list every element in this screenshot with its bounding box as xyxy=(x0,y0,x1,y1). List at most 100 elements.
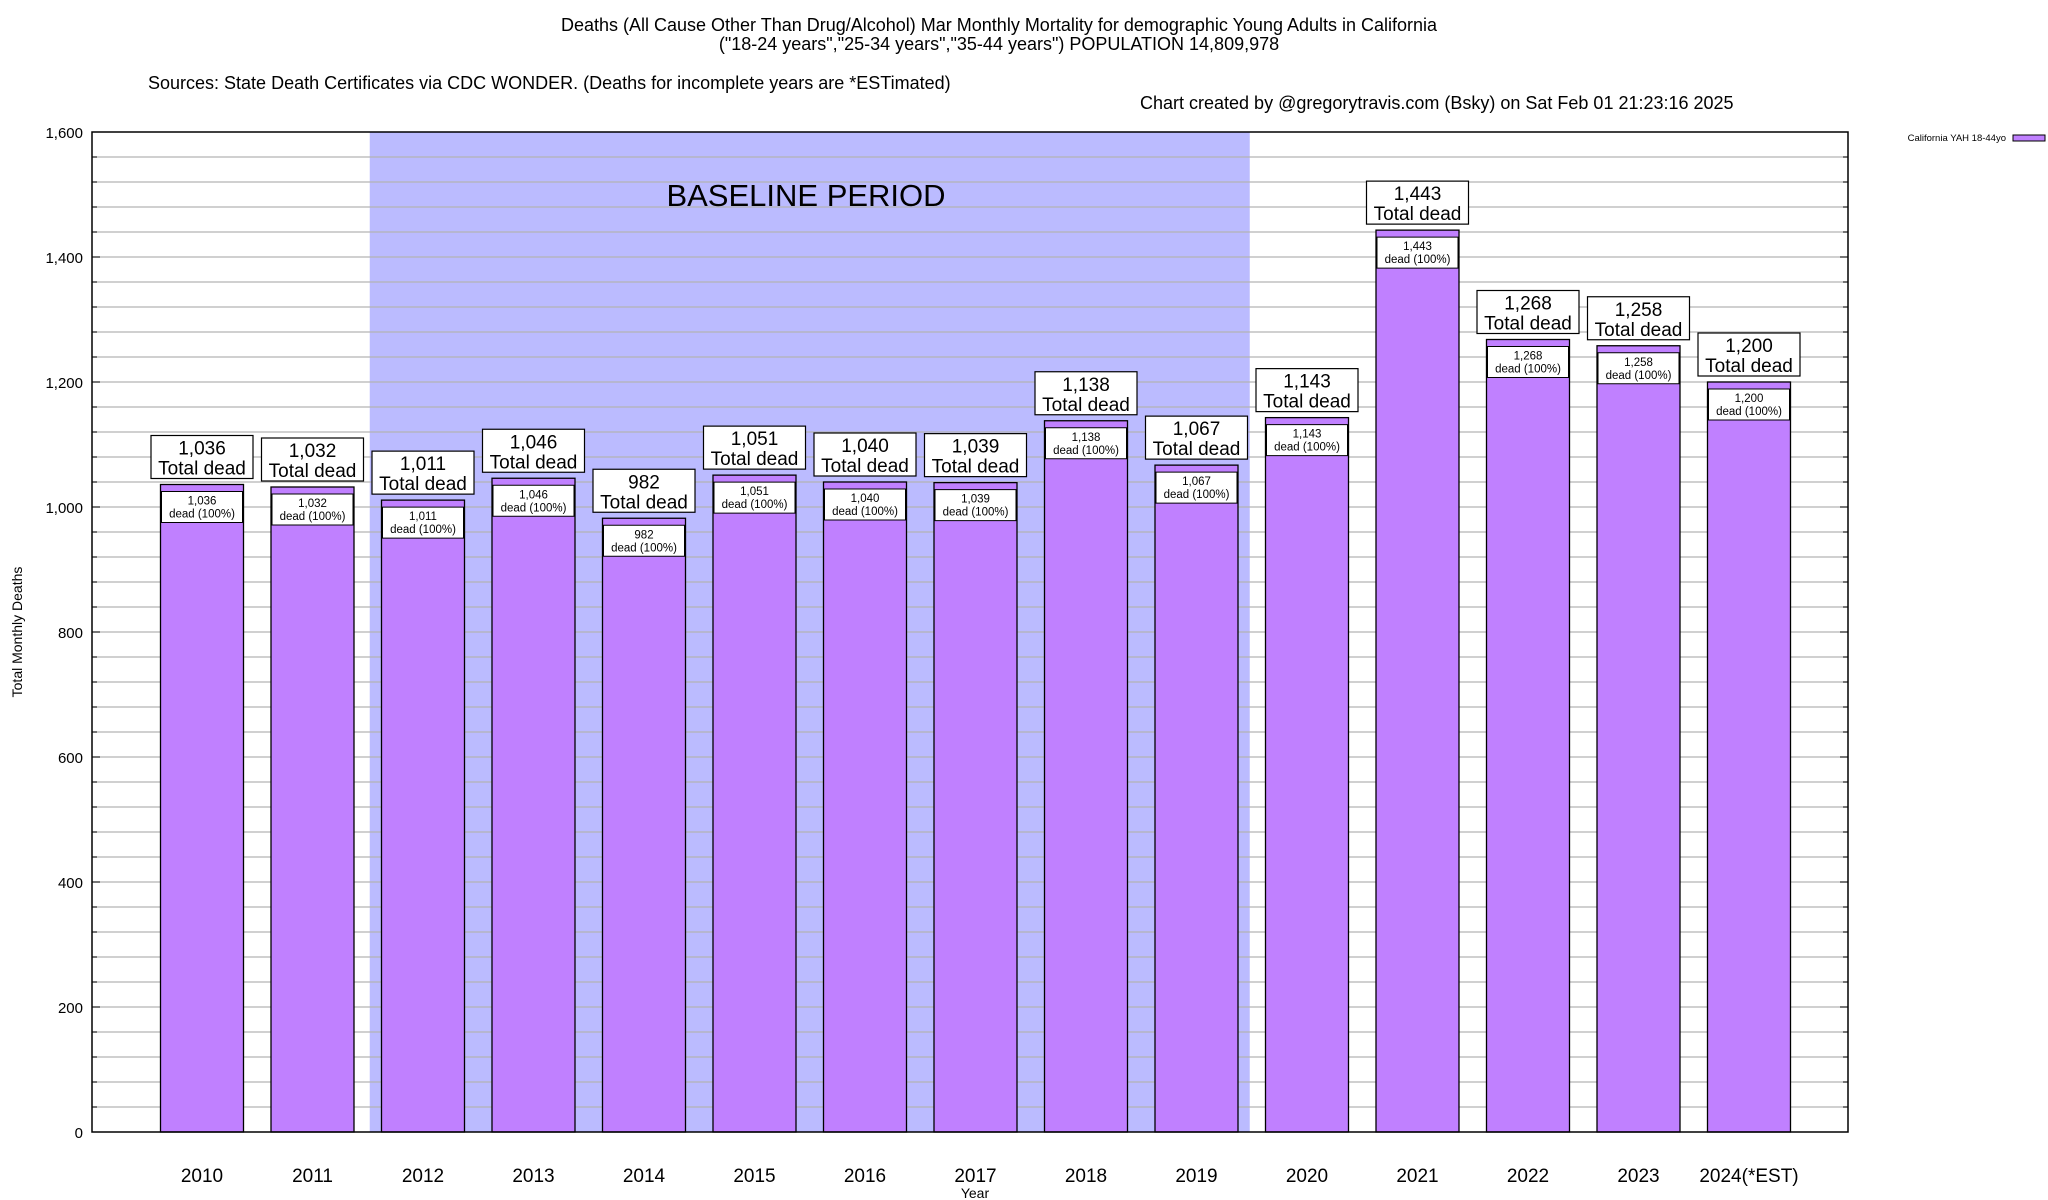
bar-inner-label-box xyxy=(1045,427,1127,460)
bar-total-text-label: Total dead xyxy=(269,461,357,482)
bar-total-text-label: Total dead xyxy=(1705,356,1793,377)
bar-inner-value-label: 1,138 xyxy=(1072,432,1101,444)
bar-inner-label-box xyxy=(603,524,685,557)
bar xyxy=(159,483,245,1133)
bar-total-label-box xyxy=(371,450,475,495)
bar-inner-percent-label: dead (100%) xyxy=(943,507,1009,519)
x-tick-label: 2023 xyxy=(1617,1166,1659,1187)
bar-total-value-label: 1,067 xyxy=(1173,419,1221,440)
x-tick-label: 2015 xyxy=(733,1166,775,1187)
bar-total-label-box xyxy=(1144,415,1249,460)
bar xyxy=(1043,420,1129,1133)
x-tick-label: 2011 xyxy=(292,1166,333,1187)
bar-total-value-label: 1,138 xyxy=(1062,375,1110,396)
bar-total-text-label: Total dead xyxy=(379,474,467,495)
bar-total-label-box xyxy=(1697,332,1801,377)
y-tick-label: 1,200 xyxy=(45,375,83,392)
bar-inner-percent-label: dead (100%) xyxy=(1606,370,1672,382)
bar-total-text-label: Total dead xyxy=(1484,314,1572,335)
bar-inner-value-label: 1,258 xyxy=(1624,357,1653,369)
bar-inner-value-label: 1,046 xyxy=(519,489,548,501)
bar-inner-value-label: 1,051 xyxy=(740,486,769,498)
bar-inner-value-label: 1,036 xyxy=(188,496,217,508)
bar-total-value-label: 1,046 xyxy=(510,432,558,453)
bar-total-value-label: 982 xyxy=(628,472,660,493)
bar-total-value-label: 1,036 xyxy=(178,439,226,460)
x-tick-label: 2019 xyxy=(1175,1166,1217,1187)
bar-inner-value-label: 1,443 xyxy=(1403,241,1432,253)
bar-inner-percent-label: dead (100%) xyxy=(390,524,456,536)
x-axis-label: Year xyxy=(961,1185,990,1200)
x-tick-labels: 2010 2011 2012 2013 2014 2015 2016 2017 2018 2019… xyxy=(181,1166,1799,1187)
bar-inner-value-label: 982 xyxy=(634,529,653,541)
bar-inner-percent-label: dead (100%) xyxy=(1164,489,1230,501)
bar-inner-percent-label: dead (100%) xyxy=(280,511,346,523)
bar-inner-value-label: 1,143 xyxy=(1293,429,1322,441)
bar-total-value-label: 1,258 xyxy=(1615,300,1663,321)
bar-total-label-box xyxy=(260,437,365,482)
chart-subtitle: ("18-24 years","25-34 years","35-44 year… xyxy=(718,34,1280,54)
bar xyxy=(1706,381,1792,1133)
bar-total-text-label: Total dead xyxy=(600,492,688,513)
bar-total-label-box xyxy=(150,434,254,480)
bar-total-label-box xyxy=(813,432,917,477)
x-tick-label: 2018 xyxy=(1065,1166,1107,1187)
bar-inner-label-box xyxy=(713,481,796,514)
bar-total-label-box xyxy=(481,428,586,473)
bar-total-label-box xyxy=(1255,368,1359,413)
bar-inner-percent-label: dead (100%) xyxy=(501,502,567,514)
x-tick-label: 2021 xyxy=(1396,1166,1438,1187)
legend: California YAH 18-44yo xyxy=(1908,133,2046,144)
bar-total-label-box xyxy=(1034,371,1138,416)
bar-inner-label-box xyxy=(1597,352,1680,385)
y-tick-label: 1,000 xyxy=(45,500,83,517)
bar-inner-percent-label: dead (100%) xyxy=(1385,254,1451,266)
y-tick-labels: 0 200 400 600 800 1,000 1,200 1,400 1,600 xyxy=(45,125,83,1142)
bar-total-label-box xyxy=(702,425,807,470)
bar-inner-label-box xyxy=(271,493,354,526)
bar-inner-percent-label: dead (100%) xyxy=(1495,364,1561,376)
x-tick-label: 2020 xyxy=(1286,1166,1328,1187)
bar-total-text-label: Total dead xyxy=(158,459,246,480)
bar xyxy=(822,481,908,1133)
bar-total-text-label: Total dead xyxy=(821,456,909,477)
bar-inner-value-label: 1,032 xyxy=(298,498,327,510)
bar-total-value-label: 1,143 xyxy=(1283,372,1331,393)
bar-total-label-box xyxy=(592,468,696,513)
bars-layer xyxy=(159,229,1792,1133)
chart-credit: Chart created by @gregorytravis.com (Bsk… xyxy=(1140,93,1734,113)
bar-inner-value-label: 1,011 xyxy=(409,511,437,523)
bar xyxy=(933,481,1018,1133)
bar-total-text-label: Total dead xyxy=(1595,320,1683,341)
x-tick-label: 2022 xyxy=(1507,1166,1549,1187)
bar-total-value-label: 1,443 xyxy=(1394,184,1442,205)
bar-total-text-label: Total dead xyxy=(1374,204,1462,225)
y-tick-label: 1,400 xyxy=(45,250,83,267)
bar xyxy=(491,477,576,1133)
bar-total-value-label: 1,032 xyxy=(289,441,337,462)
bar-inner-label-box xyxy=(1155,471,1238,504)
bar-total-value-label: 1,200 xyxy=(1725,336,1773,357)
bar-total-value-label: 1,268 xyxy=(1504,294,1552,315)
chart-title: Deaths (All Cause Other Than Drug/Alcoho… xyxy=(560,15,1438,35)
bar-total-label-box xyxy=(923,433,1028,478)
bar-inner-label-box xyxy=(1708,388,1790,421)
bar-inner-percent-label: dead (100%) xyxy=(169,509,235,521)
bar xyxy=(270,486,355,1133)
y-tick-label: 800 xyxy=(58,625,83,642)
bar xyxy=(1375,229,1460,1133)
bar-total-label-box xyxy=(1365,180,1470,225)
bar-total-text-label: Total dead xyxy=(711,449,799,470)
plot-frame xyxy=(91,131,1849,1133)
bar xyxy=(712,474,797,1133)
bar-total-value-label: 1,039 xyxy=(952,437,1000,458)
bar-inner-label-box xyxy=(382,506,464,539)
bar-total-value-label: 1,040 xyxy=(841,436,889,457)
y-tick-label: 200 xyxy=(58,1000,83,1017)
bar xyxy=(1154,464,1239,1133)
bar-inner-percent-label: dead (100%) xyxy=(1053,445,1119,457)
bar-inner-value-label: 1,067 xyxy=(1182,476,1211,488)
bar-inner-value-label: 1,040 xyxy=(851,493,880,505)
